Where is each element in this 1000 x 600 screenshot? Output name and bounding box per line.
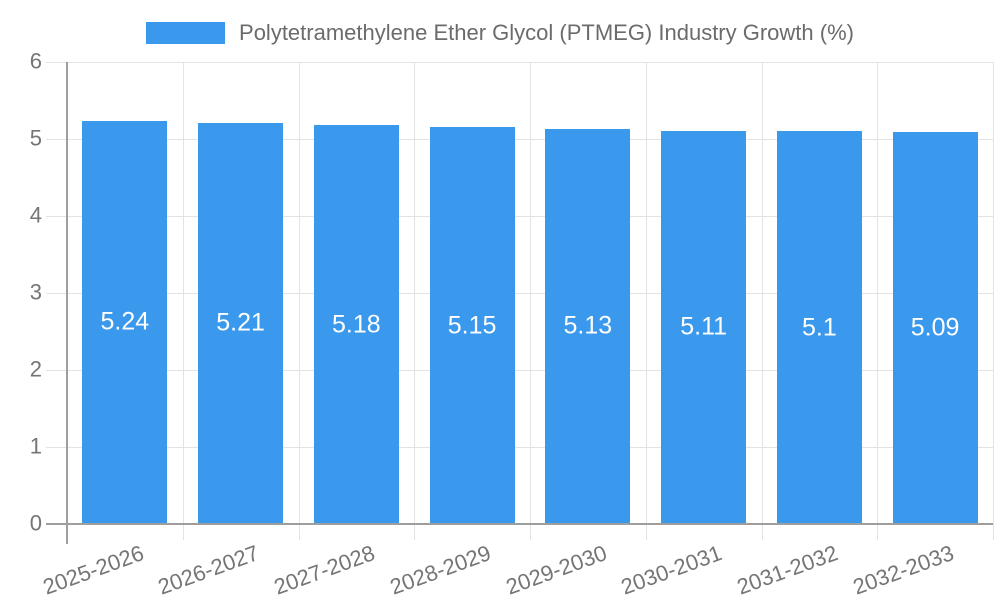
x-grid-line <box>993 62 994 540</box>
x-grid-line <box>299 62 300 540</box>
bar: 5.24 <box>82 120 168 524</box>
x-tick-label: 2030-2031 <box>618 540 726 600</box>
bar-value-label: 5.15 <box>447 311 497 340</box>
y-grid-line <box>46 138 993 140</box>
bar: 5.1 <box>776 131 862 524</box>
bar: 5.11 <box>661 130 747 524</box>
x-axis-line <box>46 523 993 525</box>
bar: 5.13 <box>545 128 631 524</box>
bar-value-label: 5.1 <box>801 313 837 342</box>
x-tick-label: 2026-2027 <box>155 540 263 600</box>
chart-legend[interactable]: Polytetramethylene Ether Glycol (PTMEG) … <box>0 0 1000 46</box>
y-grid-line <box>46 61 993 63</box>
y-tick-label: 3 <box>29 279 42 305</box>
bar: 5.15 <box>429 127 515 524</box>
bar-value-label: 5.18 <box>332 310 381 339</box>
bar: 5.21 <box>198 122 284 524</box>
y-tick-label: 4 <box>29 202 42 228</box>
x-grid-line <box>762 62 763 540</box>
x-tick-label: 2031-2032 <box>733 540 842 600</box>
y-tick-label: 0 <box>29 510 42 536</box>
bar: 5.09 <box>892 132 978 524</box>
y-tick-label: 5 <box>29 125 42 151</box>
bar-value-label: 5.13 <box>563 311 613 340</box>
x-tick-label: 2032-2033 <box>849 540 957 600</box>
y-tick-label: 2 <box>29 356 42 382</box>
bar: 5.18 <box>313 125 399 524</box>
plot-area: 0 1 2 3 4 5 6 5.24 5.21 5.18 5.15 5.13 5.11 5.1 5.09 20… <box>30 50 994 600</box>
bar-value-label: 5.21 <box>216 308 265 337</box>
bar-value-label: 5.11 <box>680 312 728 341</box>
y-grid-line <box>46 292 993 294</box>
bar-value-label: 5.24 <box>100 307 150 336</box>
x-grid-line <box>877 62 878 540</box>
x-tick-label: 2028-2029 <box>386 540 494 600</box>
y-grid-line <box>46 446 993 448</box>
x-grid-line <box>183 62 184 540</box>
legend-swatch <box>146 22 226 44</box>
y-axis-line <box>66 62 68 544</box>
x-grid-line <box>646 62 647 540</box>
y-tick-label: 1 <box>29 433 42 459</box>
legend-label: Polytetramethylene Ether Glycol (PTMEG) … <box>239 20 854 45</box>
x-tick-label: 2029-2030 <box>502 540 610 600</box>
x-tick-label: 2025-2026 <box>39 540 147 600</box>
y-tick-label: 6 <box>29 48 42 74</box>
x-grid-line <box>530 62 531 540</box>
x-tick-label: 2027-2028 <box>270 540 379 600</box>
x-grid-line <box>414 62 415 540</box>
y-grid-line <box>46 215 993 217</box>
y-grid-line <box>46 369 993 371</box>
bar-value-label: 5.09 <box>910 313 960 342</box>
